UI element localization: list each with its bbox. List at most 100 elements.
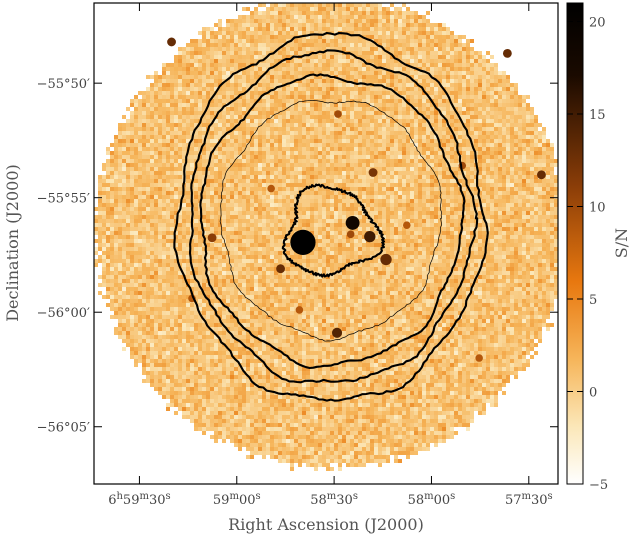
map-pixel	[438, 135, 442, 139]
map-pixel	[442, 91, 446, 95]
map-pixel	[298, 19, 302, 23]
map-pixel	[518, 103, 522, 107]
map-pixel	[482, 103, 486, 107]
map-pixel	[202, 215, 206, 219]
map-pixel	[422, 95, 426, 99]
map-pixel	[334, 103, 338, 107]
map-pixel	[230, 95, 234, 99]
map-pixel	[206, 43, 210, 47]
map-pixel	[354, 75, 358, 79]
map-pixel	[414, 11, 418, 15]
map-pixel	[322, 123, 326, 127]
map-pixel	[422, 203, 426, 207]
map-pixel	[386, 55, 390, 59]
map-pixel	[498, 203, 502, 207]
map-pixel	[238, 35, 242, 39]
map-pixel	[270, 67, 274, 71]
map-pixel	[154, 75, 158, 79]
map-pixel	[214, 211, 218, 215]
map-pixel	[202, 99, 206, 103]
map-pixel	[198, 183, 202, 187]
map-pixel	[186, 139, 190, 143]
map-pixel	[150, 91, 154, 95]
map-pixel	[282, 127, 286, 131]
map-pixel	[170, 71, 174, 75]
map-pixel	[378, 183, 382, 187]
map-pixel	[458, 139, 462, 143]
map-pixel	[378, 43, 382, 47]
map-pixel	[410, 207, 414, 211]
map-pixel	[194, 179, 198, 183]
map-pixel	[298, 83, 302, 87]
map-pixel	[462, 127, 466, 131]
map-pixel	[302, 15, 306, 19]
map-pixel	[202, 35, 206, 39]
map-pixel	[198, 135, 202, 139]
map-pixel	[146, 175, 150, 179]
map-pixel	[466, 139, 470, 143]
map-pixel	[478, 87, 482, 91]
map-pixel	[370, 143, 374, 147]
map-pixel	[182, 195, 186, 199]
map-pixel	[210, 155, 214, 159]
map-pixel	[398, 143, 402, 147]
map-pixel	[438, 191, 442, 195]
map-pixel	[410, 159, 414, 163]
map-pixel	[314, 79, 318, 83]
map-pixel	[134, 215, 138, 219]
map-pixel	[462, 135, 466, 139]
map-pixel	[422, 207, 426, 211]
map-pixel	[442, 99, 446, 103]
map-pixel	[350, 23, 354, 27]
map-pixel	[234, 199, 238, 203]
map-pixel	[298, 175, 302, 179]
map-pixel	[166, 111, 170, 115]
map-pixel	[406, 11, 410, 15]
map-pixel	[226, 27, 230, 31]
map-pixel	[298, 139, 302, 143]
map-pixel	[542, 199, 546, 203]
map-pixel	[198, 87, 202, 91]
map-pixel	[194, 107, 198, 111]
map-pixel	[382, 179, 386, 183]
map-pixel	[290, 91, 294, 95]
map-pixel	[234, 203, 238, 207]
map-pixel	[342, 179, 346, 183]
map-pixel	[318, 199, 322, 203]
map-pixel	[530, 199, 534, 203]
map-pixel	[206, 95, 210, 99]
map-pixel	[250, 55, 254, 59]
map-pixel	[390, 207, 394, 211]
map-pixel	[318, 127, 322, 131]
map-pixel	[422, 91, 426, 95]
map-pixel	[390, 151, 394, 155]
map-pixel	[366, 183, 370, 187]
map-pixel	[274, 59, 278, 63]
map-pixel	[326, 51, 330, 55]
map-pixel	[406, 111, 410, 115]
map-pixel	[514, 115, 518, 119]
map-pixel	[538, 211, 542, 215]
map-pixel	[250, 143, 254, 147]
map-pixel	[394, 195, 398, 199]
map-pixel	[338, 139, 342, 143]
map-pixel	[134, 199, 138, 203]
map-pixel	[290, 3, 294, 7]
map-pixel	[450, 71, 454, 75]
map-pixel	[550, 163, 554, 167]
map-pixel	[134, 207, 138, 211]
map-pixel	[302, 111, 306, 115]
map-pixel	[262, 203, 266, 207]
map-pixel	[522, 147, 526, 151]
map-pixel	[114, 199, 118, 203]
map-pixel	[254, 23, 258, 27]
map-pixel	[338, 163, 342, 167]
map-pixel	[310, 207, 314, 211]
map-pixel	[178, 47, 182, 51]
map-pixel	[346, 107, 350, 111]
map-pixel	[346, 131, 350, 135]
map-pixel	[422, 155, 426, 159]
map-pixel	[494, 107, 498, 111]
map-pixel	[210, 159, 214, 163]
map-pixel	[542, 191, 546, 195]
